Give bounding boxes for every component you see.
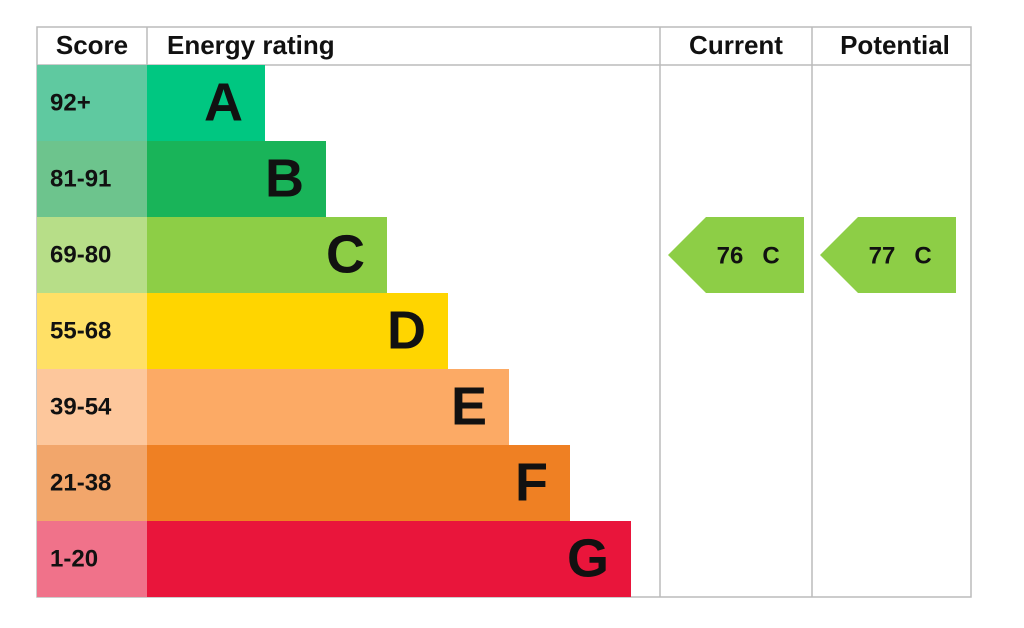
score-cell <box>37 141 147 217</box>
rating-letter: D <box>387 300 426 360</box>
rating-bar <box>147 65 265 141</box>
score-range: 55-68 <box>50 317 111 344</box>
score-range: 92+ <box>50 89 91 116</box>
score-range: 69-80 <box>50 241 111 268</box>
header-potential: Potential <box>840 30 950 60</box>
rating-bar <box>147 369 509 445</box>
score-cell <box>37 369 147 445</box>
score-cell <box>37 293 147 369</box>
rating-letter: F <box>515 452 548 512</box>
rating-letter: B <box>265 148 304 208</box>
score-cell <box>37 521 147 597</box>
header-current: Current <box>689 30 783 60</box>
score-cell <box>37 445 147 521</box>
score-range: 81-91 <box>50 165 111 192</box>
potential-score: 77 <box>869 242 896 269</box>
rating-bar <box>147 445 570 521</box>
header-rating: Energy rating <box>167 30 335 60</box>
rating-bar <box>147 293 448 369</box>
rating-letter: G <box>567 528 609 588</box>
rating-bar <box>147 141 326 217</box>
current-rating: C <box>762 242 779 269</box>
potential-rating: C <box>914 242 931 269</box>
rating-bar <box>147 521 631 597</box>
score-cell <box>37 65 147 141</box>
score-cell <box>37 217 147 293</box>
rating-letter: C <box>326 224 365 284</box>
rating-bar <box>147 217 387 293</box>
current-arrow <box>668 217 804 293</box>
header-score: Score <box>56 30 128 60</box>
rating-letter: A <box>204 72 243 132</box>
potential-arrow <box>820 217 956 293</box>
score-range: 21-38 <box>50 469 111 496</box>
score-range: 1-20 <box>50 545 98 572</box>
current-score: 76 <box>717 242 744 269</box>
rating-letter: E <box>451 376 487 436</box>
score-range: 39-54 <box>50 393 112 420</box>
